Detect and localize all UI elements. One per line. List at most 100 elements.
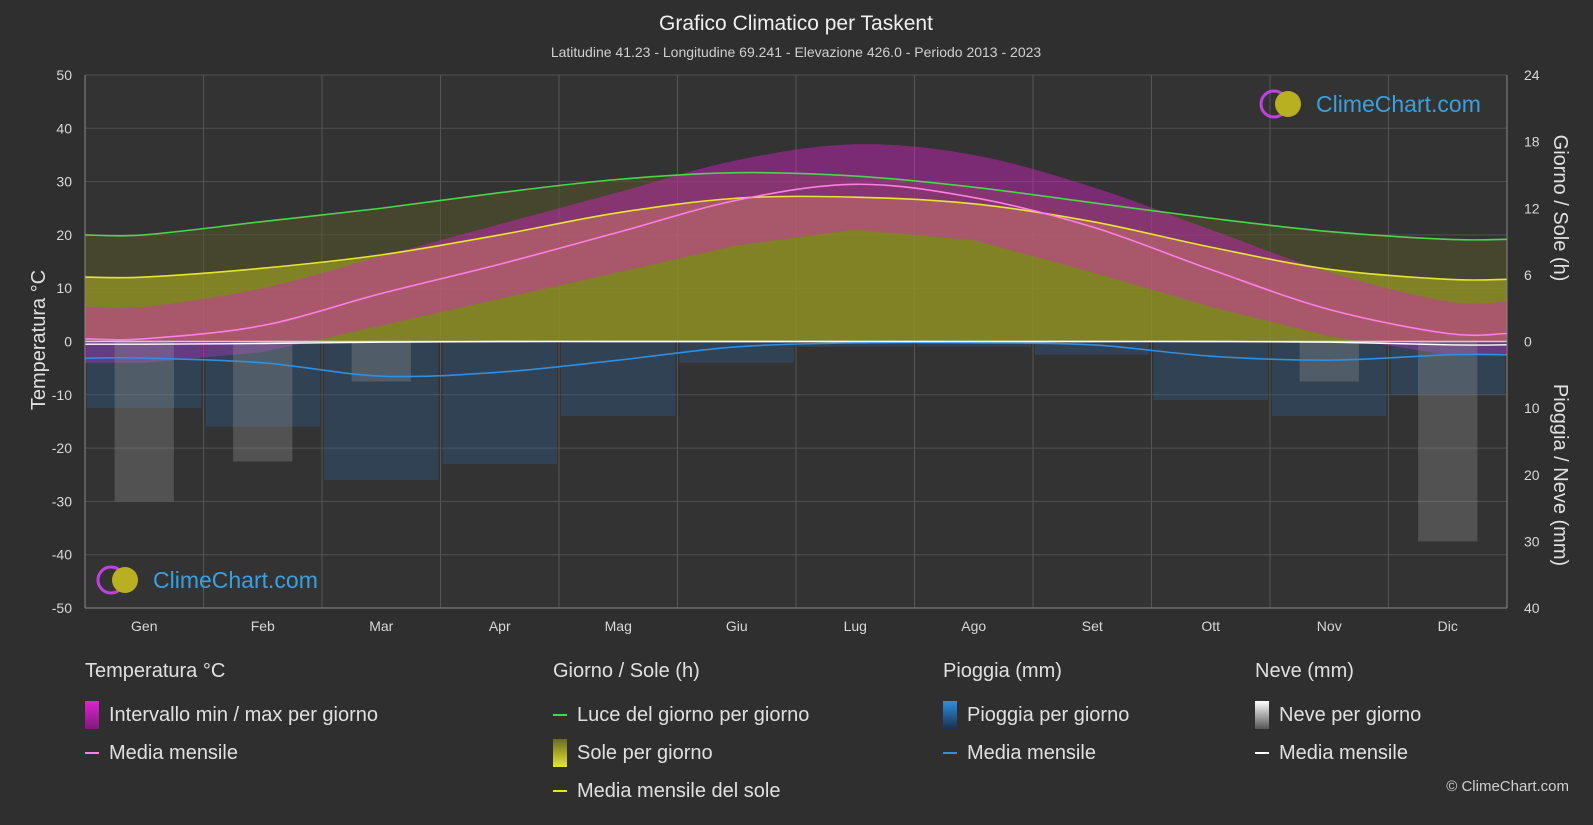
- rain-bar: [1272, 341, 1387, 417]
- copyright: © ClimeChart.com: [1446, 778, 1569, 795]
- rain-bar: [87, 341, 202, 409]
- range-swatch: [85, 701, 99, 729]
- line-swatch: [553, 714, 567, 716]
- legend-label: Intervallo min / max per giorno: [109, 703, 379, 726]
- rain-bar: [798, 341, 913, 347]
- daylight-line: [84, 171, 1508, 241]
- legend-snow-title: Neve (mm): [1255, 660, 1354, 682]
- legend-item: Media mensile: [943, 734, 1129, 772]
- legend-item: Pioggia per giorno: [943, 696, 1129, 734]
- right-top-tick-label: 18: [1524, 134, 1540, 150]
- legend-item: Media mensile: [1255, 734, 1421, 772]
- sunshine-avg-line: [84, 195, 1508, 281]
- line-swatch: [943, 752, 957, 754]
- right-bottom-tick-label: 30: [1524, 533, 1540, 549]
- logo-text: ClimeChart.com: [153, 566, 318, 593]
- left-tick-label: 40: [56, 120, 72, 136]
- rain-bar: [916, 341, 1031, 347]
- legend-snow: Neve (mm) Neve per giorno Media mensile: [1255, 660, 1421, 772]
- chart-title: Grafico Climatico per Taskent: [659, 12, 933, 35]
- left-tick-label: -30: [52, 493, 72, 509]
- right-axis-top-label: Giorno / Sole (h): [1549, 135, 1571, 282]
- snow-bar: [114, 341, 174, 502]
- legend-label: Media mensile: [109, 741, 238, 764]
- rain-bar: [679, 341, 794, 363]
- rain-bar: [324, 341, 439, 481]
- legend-label: Media mensile: [1279, 741, 1408, 764]
- legend-item: Luce del giorno per giorno: [553, 696, 809, 734]
- month-label: Ott: [1201, 618, 1220, 634]
- month-label: Mag: [605, 618, 632, 634]
- sunshine-area: [85, 196, 1507, 342]
- rain-bar: [205, 341, 320, 427]
- line-swatch: [1255, 752, 1269, 754]
- legend-label: Luce del giorno per giorno: [577, 703, 810, 726]
- legend-temperature-title: Temperatura °C: [85, 660, 226, 682]
- rain-swatch: [943, 701, 957, 729]
- line-swatch: [85, 752, 99, 754]
- month-label: Gen: [131, 618, 157, 634]
- line-swatch: [553, 790, 567, 792]
- rain-bar: [561, 341, 676, 417]
- left-tick-label: 50: [56, 67, 72, 83]
- right-top-tick-label: 24: [1524, 67, 1540, 83]
- logo-icon: [96, 565, 138, 595]
- legend-rain-title: Pioggia (mm): [943, 660, 1062, 682]
- snow-bar: [233, 341, 293, 462]
- logo-text: ClimeChart.com: [1316, 90, 1481, 117]
- month-label: Ago: [961, 618, 986, 634]
- legend-label: Neve per giorno: [1279, 703, 1422, 726]
- rain-bar: [442, 341, 557, 465]
- logo-icon: [1259, 89, 1301, 119]
- legend-temperature: Temperatura °C Intervallo min / max per …: [85, 660, 378, 772]
- temperature-range-band: [85, 144, 1507, 363]
- right-top-tick-label: 6: [1524, 267, 1532, 283]
- legend-item: Media mensile: [85, 734, 378, 772]
- right-top-tick-label: 12: [1524, 200, 1540, 216]
- rain-bar: [1035, 341, 1150, 355]
- snow-bar: [1299, 341, 1359, 382]
- temperature-avg-line: [84, 183, 1508, 341]
- right-axis-bottom-label: Pioggia / Neve (mm): [1549, 384, 1571, 566]
- rain-bar: [1390, 341, 1505, 395]
- left-tick-label: 20: [56, 227, 72, 243]
- month-label: Dic: [1438, 618, 1458, 634]
- left-tick-label: -50: [52, 600, 72, 616]
- snow-avg-line: [84, 340, 1508, 346]
- left-tick-label: 30: [56, 174, 72, 190]
- legend-label: Sole per giorno: [577, 741, 713, 764]
- logo-top[interactable]: ClimeChart.com: [1258, 88, 1481, 120]
- left-tick-label: -20: [52, 440, 72, 456]
- legend-sun: Giorno / Sole (h) Luce del giorno per gi…: [553, 660, 809, 810]
- logo-bottom[interactable]: ClimeChart.com: [95, 564, 318, 596]
- right-bottom-tick-label: 40: [1524, 600, 1540, 616]
- month-label: Apr: [489, 618, 511, 634]
- left-tick-label: 10: [56, 280, 72, 296]
- left-tick-label: -10: [52, 387, 72, 403]
- legend-item: Intervallo min / max per giorno: [85, 696, 378, 734]
- chart-subtitle: Latitudine 41.23 - Longitudine 69.241 - …: [551, 44, 1042, 60]
- left-tick-label: -40: [52, 547, 72, 563]
- legend-sun-title: Giorno / Sole (h): [553, 660, 700, 682]
- legend-rain: Pioggia (mm) Pioggia per giorno Media me…: [943, 660, 1129, 772]
- rain-bar: [1153, 341, 1268, 401]
- legend-item: Sole per giorno: [553, 734, 809, 772]
- snow-swatch: [1255, 701, 1269, 729]
- month-label: Giu: [726, 618, 748, 634]
- sun-swatch: [553, 739, 567, 767]
- month-label: Nov: [1317, 618, 1342, 634]
- legend-label: Media mensile: [967, 741, 1096, 764]
- rain-avg-line: [84, 341, 1508, 378]
- left-tick-label: 0: [64, 334, 72, 350]
- legend-label: Media mensile del sole: [577, 779, 781, 802]
- legend-label: Pioggia per giorno: [967, 703, 1130, 726]
- month-label: Set: [1082, 618, 1103, 634]
- month-label: Mar: [369, 618, 393, 634]
- snow-bar: [1418, 341, 1478, 542]
- legend-item: Media mensile del sole: [553, 772, 809, 810]
- left-axis-label: Temperatura °C: [28, 270, 50, 410]
- month-label: Feb: [251, 618, 275, 634]
- right-bottom-tick-label: 10: [1524, 400, 1540, 416]
- legend-item: Neve per giorno: [1255, 696, 1421, 734]
